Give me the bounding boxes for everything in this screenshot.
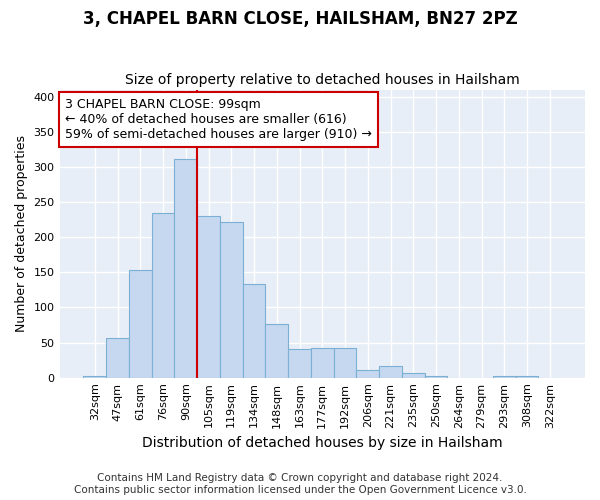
- Title: Size of property relative to detached houses in Hailsham: Size of property relative to detached ho…: [125, 73, 520, 87]
- Bar: [106, 338, 129, 378]
- Bar: [220, 222, 242, 378]
- Y-axis label: Number of detached properties: Number of detached properties: [15, 135, 28, 332]
- Bar: [356, 370, 379, 378]
- Bar: [515, 376, 538, 378]
- Bar: [175, 159, 197, 378]
- Bar: [379, 366, 402, 378]
- Bar: [197, 216, 220, 378]
- Bar: [288, 349, 311, 378]
- Bar: [402, 374, 425, 378]
- Text: 3, CHAPEL BARN CLOSE, HAILSHAM, BN27 2PZ: 3, CHAPEL BARN CLOSE, HAILSHAM, BN27 2PZ: [83, 10, 517, 28]
- Text: 3 CHAPEL BARN CLOSE: 99sqm
← 40% of detached houses are smaller (616)
59% of sem: 3 CHAPEL BARN CLOSE: 99sqm ← 40% of deta…: [65, 98, 371, 141]
- Bar: [334, 348, 356, 378]
- Bar: [425, 376, 448, 378]
- Bar: [265, 324, 288, 378]
- Bar: [311, 348, 334, 378]
- Bar: [83, 376, 106, 378]
- X-axis label: Distribution of detached houses by size in Hailsham: Distribution of detached houses by size …: [142, 436, 503, 450]
- Bar: [242, 284, 265, 378]
- Bar: [152, 212, 175, 378]
- Bar: [129, 270, 152, 378]
- Bar: [493, 376, 515, 378]
- Text: Contains HM Land Registry data © Crown copyright and database right 2024.
Contai: Contains HM Land Registry data © Crown c…: [74, 474, 526, 495]
